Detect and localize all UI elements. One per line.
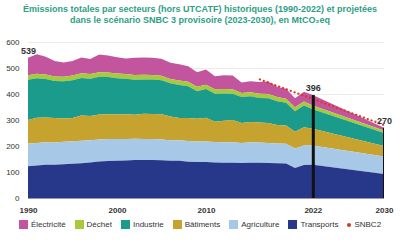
html-text:Électricité: Électricité: [30, 220, 66, 229]
svg-text:300: 300: [6, 116, 20, 125]
svg-text:2000: 2000: [109, 206, 127, 215]
svg-text:600: 600: [6, 38, 20, 47]
html-text:Émissions totales par secteurs: Émissions totales par secteurs (hors UTC…: [23, 4, 377, 25]
svg-text:100: 100: [6, 168, 20, 177]
html-text:SNBC2: SNBC2: [354, 220, 382, 229]
html-text:Industrie: Industrie: [133, 220, 164, 229]
svg-text:539: 539: [21, 46, 36, 56]
html-text:Déchet: Déchet: [86, 220, 112, 229]
svg-text:2022: 2022: [304, 206, 322, 215]
svg-text:270: 270: [377, 116, 392, 126]
svg-text:1990: 1990: [20, 206, 38, 215]
html-text:Agriculture: Agriculture: [241, 220, 280, 229]
html-text:Transports: Transports: [300, 220, 339, 229]
svg-text:200: 200: [6, 142, 20, 151]
svg-text:2010: 2010: [198, 206, 216, 215]
svg-text:2030: 2030: [376, 206, 394, 215]
svg-text:500: 500: [6, 64, 20, 73]
svg-text:396: 396: [306, 83, 321, 93]
svg-text:400: 400: [6, 90, 20, 99]
html-text:Bâtiments: Bâtiments: [184, 220, 221, 229]
svg-text:0: 0: [15, 194, 20, 203]
